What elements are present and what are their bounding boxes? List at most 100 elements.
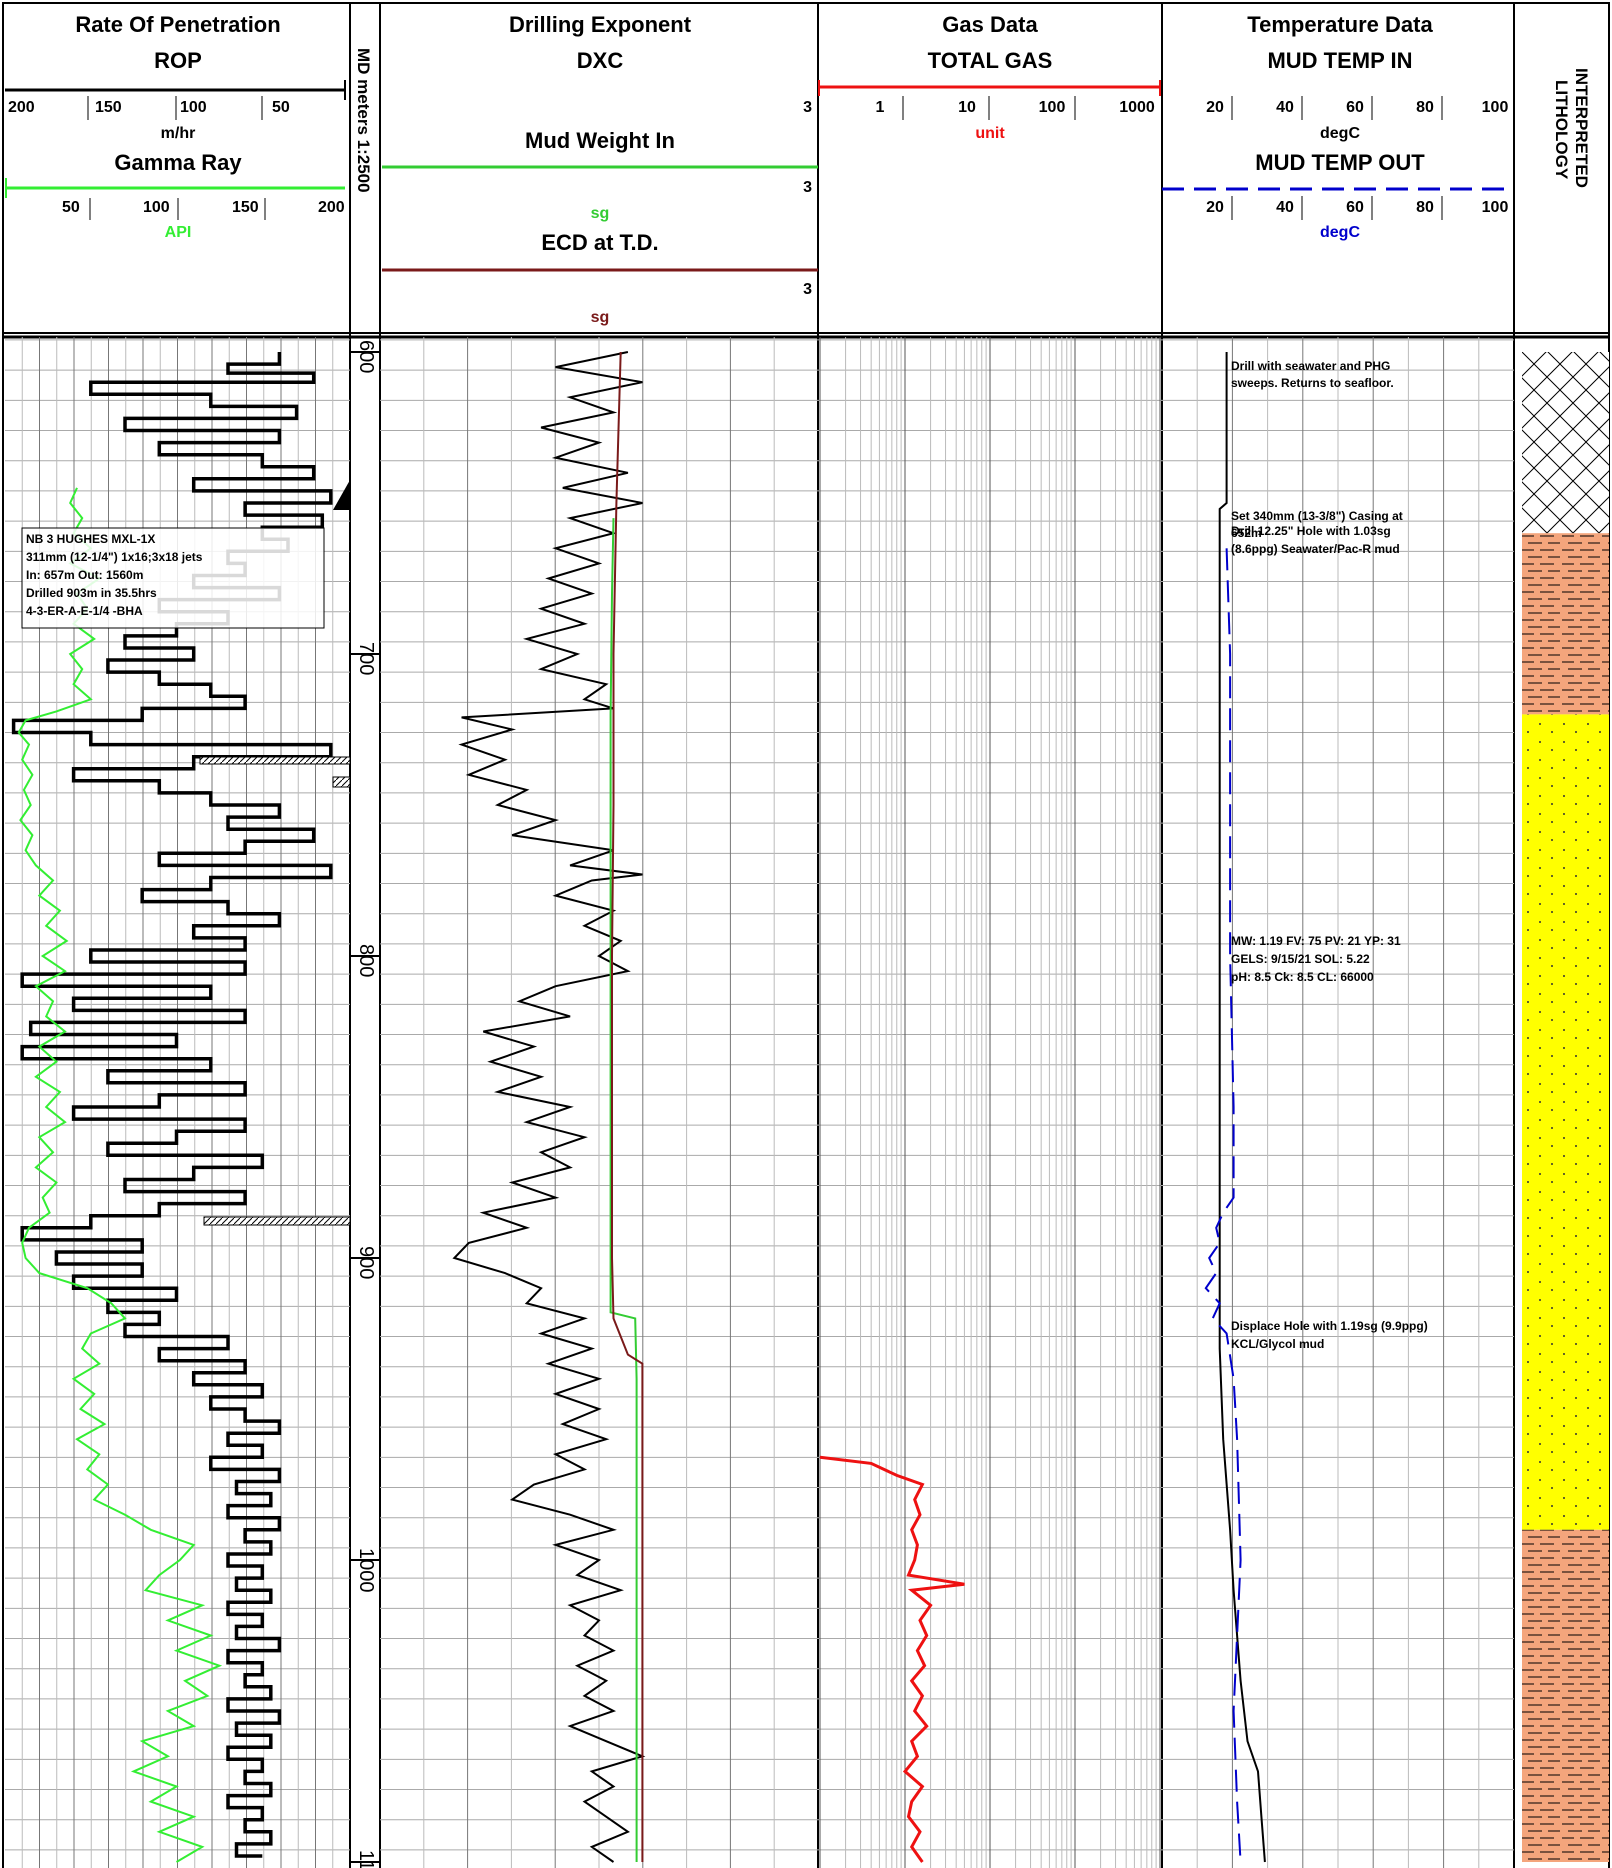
- note-line: Set 340mm (13-3/8") Casing at: [1231, 509, 1403, 523]
- lithology-header: INTERPRETED LITHOLOGY: [1552, 68, 1591, 188]
- rop-header: Rate Of Penetration ROP 200 150 100 50 m…: [5, 12, 346, 241]
- temp-tick: 40: [1276, 99, 1294, 116]
- depth-label-tick: 800: [355, 944, 377, 977]
- ecd-unit: sg: [591, 309, 610, 326]
- bit-run-line: 311mm (12-1/4") 1x16;3x18 jets: [26, 550, 203, 564]
- curve-mud-temp-out: [1204, 548, 1242, 1863]
- depth-label: MD meters 1:2500: [354, 48, 373, 193]
- note-line: Drill with seawater and PHG: [1231, 359, 1390, 373]
- curve-ecd-at-t-d-: [611, 351, 644, 1862]
- ecd-title: ECD at T.D.: [541, 230, 658, 255]
- gas-ticks: 1 10 100 1000: [876, 96, 1155, 120]
- curve-dxc: [452, 351, 646, 1863]
- note-line: MW: 1.19 FV: 75 PV: 21 YP: 31: [1231, 934, 1401, 948]
- depth-label-tick: 900: [355, 1246, 377, 1279]
- dxc-mnemonic: DXC: [577, 48, 624, 73]
- temp-tick: 20: [1206, 99, 1224, 116]
- gas-tick: 1: [876, 99, 885, 116]
- casing-shoe-marker: [333, 480, 350, 510]
- note-line: Drill 12.25" Hole with 1.03sg: [1231, 524, 1391, 538]
- curve-mud-weight-in: [609, 518, 638, 1862]
- temp-out-title: MUD TEMP OUT: [1255, 150, 1425, 175]
- bit-run-line: NB 3 HUGHES MXL-1X: [26, 532, 155, 546]
- rop-ticks: 200 150 100 50: [8, 96, 290, 120]
- temp-tick: 40: [1276, 199, 1294, 216]
- gamma-unit: API: [165, 224, 192, 241]
- dxc-scale-max: 3: [803, 99, 812, 116]
- ecd-scale-max: 3: [803, 281, 812, 298]
- temp-in-unit: degC: [1320, 125, 1360, 142]
- bit-run-line: Drilled 903m in 35.5hrs: [26, 586, 157, 600]
- gamma-tick: 100: [143, 199, 170, 216]
- temp-out-unit: degC: [1320, 224, 1360, 241]
- note-line: sweeps. Returns to seafloor.: [1231, 376, 1394, 390]
- ROP-hatch-bar: [199, 756, 351, 765]
- gamma-tick: 200: [318, 199, 345, 216]
- temp-tick: 60: [1346, 99, 1364, 116]
- ROP-hatch-bar: [203, 1216, 351, 1226]
- rop-tick: 200: [8, 99, 35, 116]
- temp-tick: 20: [1206, 199, 1224, 216]
- lithology-title-line2: LITHOLOGY: [1552, 80, 1571, 180]
- note-line: (8.6ppg) Seawater/Pac-R mud: [1231, 542, 1400, 556]
- depth-label-tick: 1100: [355, 1850, 377, 1868]
- rop-unit: m/hr: [161, 125, 196, 142]
- gamma-title: Gamma Ray: [114, 150, 242, 175]
- rop-title: Rate Of Penetration: [75, 12, 280, 37]
- bit-run-box: NB 3 HUGHES MXL-1X 311mm (12-1/4") 1x16;…: [21, 527, 325, 629]
- lithology-casing-crosshatch: [1522, 352, 1609, 534]
- depth-labels: 600 700 800 900 1000 1100: [350, 340, 380, 1868]
- rop-mnemonic: ROP: [154, 48, 202, 73]
- drilling-notes: Drill with seawater and PHG sweeps. Retu…: [1231, 359, 1428, 1351]
- gamma-tick: 150: [232, 199, 259, 216]
- dxc-title: Drilling Exponent: [509, 12, 692, 37]
- curve-gamma-ray: [17, 487, 223, 1863]
- curve-mud-temp-in: [1218, 352, 1266, 1863]
- note-line: KCL/Glycol mud: [1231, 1337, 1324, 1351]
- depth-label-tick: 600: [355, 340, 377, 373]
- bit-run-line: 4-3-ER-A-E-1/4 -BHA: [26, 604, 143, 618]
- rop-tick: 50: [272, 99, 290, 116]
- lithology-track: [1522, 352, 1609, 1862]
- temp-header: Temperature Data MUD TEMP IN 20 40 60 80…: [1162, 12, 1510, 241]
- lithology-shale: [1522, 533, 1609, 715]
- rop-tick: 150: [95, 99, 122, 116]
- dxc-header: Drilling Exponent DXC 3 Mud Weight In 3 …: [382, 12, 818, 326]
- temp-tick: 100: [1482, 199, 1509, 216]
- gas-tick: 10: [958, 99, 976, 116]
- lithology-sand: [1522, 714, 1609, 1530]
- depth-label-tick: 700: [355, 642, 377, 675]
- gas-mnemonic: TOTAL GAS: [928, 48, 1053, 73]
- gas-tick: 1000: [1119, 99, 1155, 116]
- gas-title: Gas Data: [942, 12, 1038, 37]
- gamma-tick: 50: [62, 199, 80, 216]
- lithology-shale: [1522, 1529, 1609, 1862]
- temp-tick: 80: [1416, 199, 1434, 216]
- temp-in-ticks: 20 40 60 80 100: [1206, 96, 1508, 120]
- ROP-hatch-bar: [332, 776, 351, 788]
- temp-out-ticks: 20 40 60 80 100: [1206, 196, 1508, 220]
- temp-mnemonic: MUD TEMP IN: [1267, 48, 1412, 73]
- lithology-title-line1: INTERPRETED: [1572, 68, 1591, 188]
- curve-layer: [11, 351, 1266, 1863]
- temp-tick: 100: [1482, 99, 1509, 116]
- note-line: Displace Hole with 1.19sg (9.9ppg): [1231, 1319, 1428, 1333]
- gamma-ticks: 50 100 150 200: [62, 198, 345, 220]
- mud-weight-scale-max: 3: [803, 179, 812, 196]
- note-line: pH: 8.5 Ck: 8.5 CL: 66000: [1231, 970, 1374, 984]
- rop-tick: 100: [180, 99, 207, 116]
- note-line: 652m: [1231, 526, 1262, 540]
- gas-tick: 100: [1039, 99, 1066, 116]
- temp-title: Temperature Data: [1247, 12, 1433, 37]
- curve-total-gas: [819, 1455, 965, 1863]
- temp-tick: 60: [1346, 199, 1364, 216]
- gas-unit: unit: [975, 125, 1005, 142]
- note-line: GELS: 9/15/21 SOL: 5.22: [1231, 952, 1370, 966]
- depth-label-tick: 1000: [355, 1548, 377, 1593]
- temp-tick: 80: [1416, 99, 1434, 116]
- mud-weight-title: Mud Weight In: [525, 128, 675, 153]
- bit-run-line: In: 657m Out: 1560m: [26, 568, 143, 582]
- mud-weight-unit: sg: [591, 205, 610, 222]
